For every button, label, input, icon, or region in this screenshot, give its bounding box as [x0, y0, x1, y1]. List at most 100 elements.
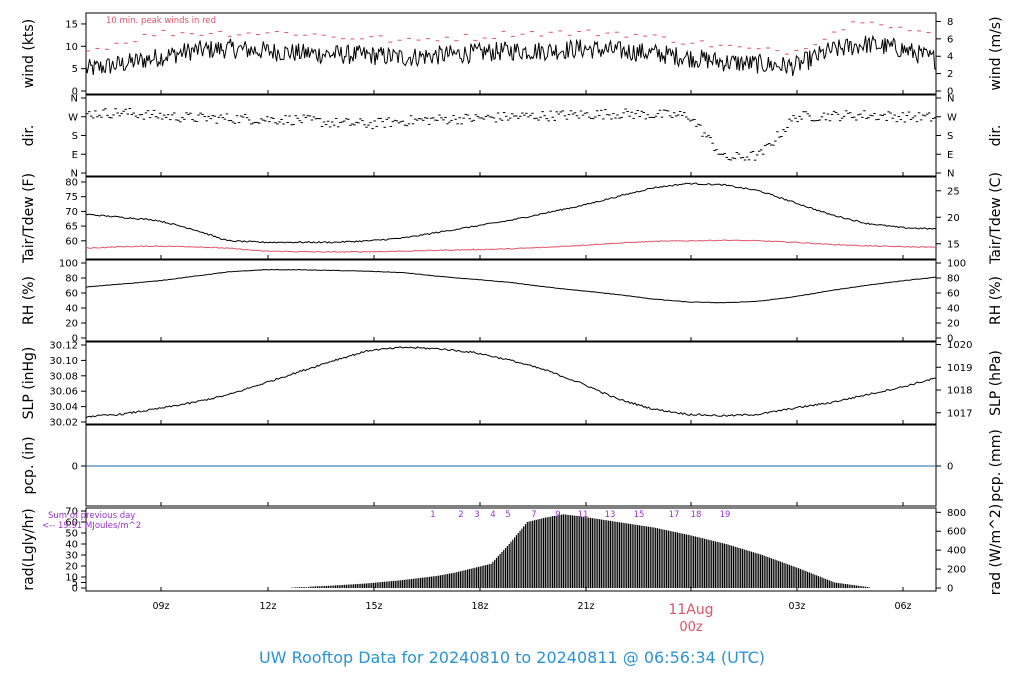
x-tick-label: 21z [577, 601, 594, 612]
dir-tick-label-right: W [947, 112, 957, 123]
y-tick-label: 0 [72, 334, 78, 345]
rad-tick-label-left: 0 [72, 584, 78, 595]
dir-tick-label-left: E [72, 150, 78, 161]
panel-frame [85, 341, 937, 425]
rh-line [85, 268, 937, 304]
slp-ylabel-left: SLP (inHg) [21, 347, 37, 420]
y-tick-label: 30.06 [49, 387, 78, 398]
y-tick-label: 60 [65, 289, 78, 300]
temp-ylabel-left: Tair/Tdew (F) [21, 173, 37, 264]
pcp-ylabel-right: pcp. (mm) [988, 429, 1004, 502]
y-tick-label: 70 [65, 207, 78, 218]
slp-ylabel-right: SLP (hPa) [988, 350, 1004, 416]
y-tick-label: 100 [947, 259, 966, 270]
dir-tick-label-left: W [68, 112, 78, 123]
slp-line [85, 346, 936, 418]
chart-title: UW Rooftop Data for 20240810 to 20240811… [258, 648, 766, 667]
rad-hour-label: 11 [578, 510, 589, 520]
pcp-tick-label-left: 0 [72, 462, 78, 473]
y-tick-label: 6 [947, 34, 953, 45]
dir-ylabel-right: dir. [988, 125, 1004, 147]
rad-tick-label-right: 0 [947, 584, 953, 595]
y-tick-label: 1020 [947, 340, 972, 351]
rad-hour-label: 9 [555, 510, 560, 520]
dir-tick-label-left: N [71, 169, 78, 180]
dir-ylabel-left: dir. [21, 125, 37, 147]
y-tick-label: 60 [65, 236, 78, 247]
y-tick-label: 10 [65, 42, 78, 53]
dir-tick-label-right: E [947, 150, 953, 161]
y-tick-label: 1019 [947, 363, 972, 374]
y-tick-label: 80 [947, 274, 960, 285]
rad-tick-label-right: 800 [947, 508, 966, 519]
y-tick-label: 0 [947, 334, 953, 345]
panel-frame [85, 176, 937, 260]
y-tick-label: 80 [65, 274, 78, 285]
dir-tick-label-right: S [947, 131, 953, 142]
y-tick-label: 2 [947, 69, 953, 80]
rh-ylabel-right: RH (%) [988, 276, 1004, 325]
rad-hour-label: 7 [531, 510, 536, 520]
rad-tick-label-left: 40 [65, 540, 78, 551]
temp-ylabel-right: Tair/Tdew (C) [988, 172, 1004, 265]
y-tick-label: 25 [947, 186, 960, 197]
rad-hour-label: 4 [490, 510, 495, 520]
y-tick-label: 1018 [947, 386, 972, 397]
y-tick-label: 20 [65, 319, 78, 330]
y-tick-label: 100 [59, 259, 78, 270]
dir-tick-label-left: S [72, 131, 78, 142]
panel-frame [85, 94, 937, 177]
rad-tick-label-right: 400 [947, 546, 966, 557]
wind-annotation: 10 min. peak winds in red [106, 16, 216, 26]
rad-tick-label-left: 70 [65, 507, 78, 518]
rad-hour-label: 15 [634, 510, 645, 520]
y-tick-label: 40 [947, 304, 960, 315]
rad-hour-label: 17 [669, 510, 680, 520]
y-tick-label: 1017 [947, 408, 972, 419]
rad-tick-label-left: 5 [72, 578, 78, 589]
y-tick-label: 20 [947, 213, 960, 224]
y-tick-label: 65 [65, 222, 78, 233]
day-label-hour: 00z [679, 620, 703, 635]
rad-hour-label: 19 [720, 510, 731, 520]
x-tick-label: 03z [788, 601, 805, 612]
y-tick-label: 15 [947, 239, 960, 250]
rad-note-line2: <-- 19.91 MJoules/m^2 [42, 521, 141, 531]
dew-point-line [85, 239, 937, 253]
rad-hour-label: 5 [505, 510, 510, 520]
rad-hour-label: 3 [474, 510, 479, 520]
day-label: 11Aug [668, 602, 713, 618]
y-tick-label: 75 [65, 192, 78, 203]
rad-hour-label: 2 [458, 510, 463, 520]
rad-tick-label-left: 30 [65, 551, 78, 562]
rad-note-line1: Sum of previous day [48, 511, 135, 521]
y-tick-label: 15 [65, 19, 78, 30]
air-temp-line [85, 182, 937, 244]
x-tick-label: 15z [365, 601, 382, 612]
rad-tick-label-left: 20 [65, 562, 78, 573]
wind-ylabel-right: wind (m/s) [988, 16, 1004, 90]
wind-ylabel-left: wind (kts) [21, 19, 37, 88]
dir-tick-label-right: N [947, 169, 954, 180]
rad-tick-label-left: 10 [65, 573, 78, 584]
panel-frame [85, 507, 937, 592]
wind-speed-line [85, 34, 937, 77]
rad-ylabel-right: rad (W/m^2) [988, 504, 1004, 595]
y-tick-label: 40 [65, 304, 78, 315]
rad-ylabel-left: rad(Lgly/hr) [21, 508, 37, 590]
y-tick-label: 8 [947, 17, 953, 28]
y-tick-label: 80 [65, 177, 78, 188]
y-tick-label: 30.02 [49, 418, 78, 429]
y-tick-label: 30.12 [49, 341, 78, 352]
panel-frame [85, 12, 937, 95]
rad-tick-label-left: 60 [65, 518, 78, 529]
pcp-ylabel-left: pcp. (in) [21, 436, 37, 494]
y-tick-label: 60 [947, 289, 960, 300]
pcp-tick-label-right: 0 [947, 462, 953, 473]
rad-hour-label: 13 [605, 510, 616, 520]
rad-hour-label: 1 [430, 510, 435, 520]
rad-tick-label-left: 50 [65, 529, 78, 540]
rad-hour-label: 18 [691, 510, 702, 520]
y-tick-label: 0 [947, 87, 953, 98]
